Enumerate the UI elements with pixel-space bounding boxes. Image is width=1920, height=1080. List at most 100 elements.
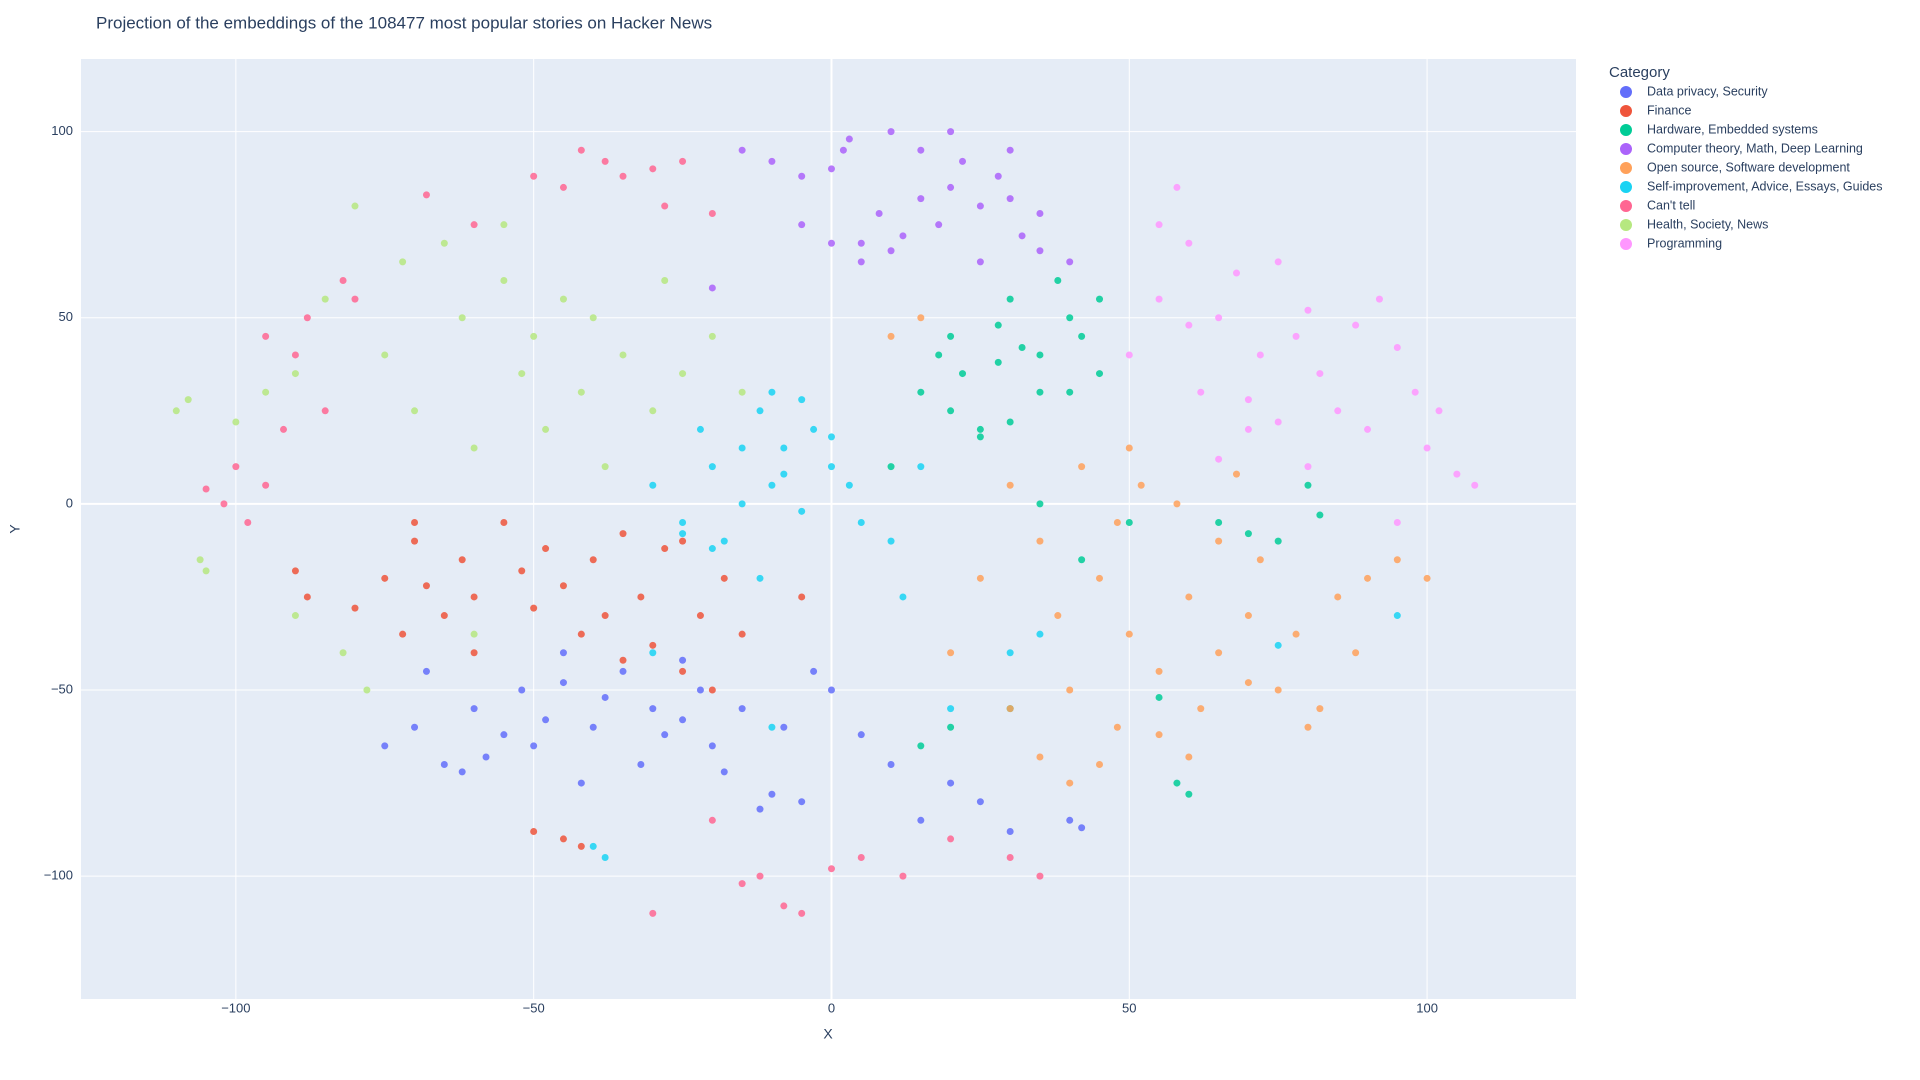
data-point xyxy=(756,805,764,813)
data-point xyxy=(470,444,478,452)
data-point xyxy=(1393,344,1401,352)
data-point xyxy=(381,351,389,359)
data-point xyxy=(661,277,669,285)
legend-label: Data privacy, Security xyxy=(1647,84,1768,98)
data-point xyxy=(202,567,210,575)
data-point xyxy=(1066,388,1074,396)
data-point xyxy=(422,667,430,675)
data-point xyxy=(768,790,776,798)
data-point xyxy=(381,574,389,582)
data-point xyxy=(780,723,788,731)
data-point xyxy=(1036,500,1044,508)
data-point xyxy=(1155,295,1163,303)
x-axis-title: X xyxy=(823,1026,833,1042)
legend-marker xyxy=(1620,124,1632,136)
data-point xyxy=(1113,723,1121,731)
data-point xyxy=(1155,693,1163,701)
data-point xyxy=(1304,481,1312,489)
data-point xyxy=(1215,537,1223,545)
data-point xyxy=(661,202,669,210)
data-point xyxy=(935,351,943,359)
data-point xyxy=(649,909,657,917)
data-point xyxy=(947,649,955,657)
legend-marker xyxy=(1620,86,1632,98)
y-tick-label: 0 xyxy=(66,495,73,510)
data-point xyxy=(1232,269,1240,277)
data-point xyxy=(798,798,806,806)
data-point xyxy=(500,518,508,526)
grid xyxy=(81,59,1576,999)
data-point xyxy=(679,157,687,165)
data-point xyxy=(661,731,669,739)
x-tick-label: 0 xyxy=(828,1000,835,1015)
data-point xyxy=(589,556,597,564)
data-point xyxy=(1185,321,1193,329)
data-point xyxy=(559,649,567,657)
data-point xyxy=(577,146,585,154)
data-point xyxy=(798,507,806,515)
data-point xyxy=(1411,388,1419,396)
data-point xyxy=(780,470,788,478)
data-point xyxy=(291,370,299,378)
data-point xyxy=(976,433,984,441)
data-point xyxy=(959,157,967,165)
data-point xyxy=(637,760,645,768)
data-point xyxy=(1393,556,1401,564)
x-tick-label: −50 xyxy=(523,1000,545,1015)
data-point xyxy=(1215,314,1223,322)
data-point xyxy=(1453,470,1461,478)
data-point xyxy=(411,537,419,545)
data-point xyxy=(1256,556,1264,564)
data-point xyxy=(518,567,526,575)
data-point xyxy=(827,686,835,694)
data-point xyxy=(559,835,567,843)
data-point xyxy=(411,407,419,415)
data-point xyxy=(196,556,204,564)
data-point xyxy=(738,880,746,888)
data-point xyxy=(798,396,806,404)
data-point xyxy=(601,157,609,165)
data-point xyxy=(1274,258,1282,266)
data-point xyxy=(1364,574,1372,582)
data-point xyxy=(1137,481,1145,489)
data-point xyxy=(1078,824,1086,832)
data-point xyxy=(220,500,228,508)
data-point xyxy=(458,556,466,564)
data-point xyxy=(1066,816,1074,824)
data-point xyxy=(1173,183,1181,191)
data-point xyxy=(696,686,704,694)
data-point xyxy=(1018,344,1026,352)
data-point xyxy=(1334,407,1342,415)
data-point xyxy=(440,760,448,768)
data-point xyxy=(1423,444,1431,452)
data-point xyxy=(1006,146,1014,154)
data-point xyxy=(1215,649,1223,657)
data-point xyxy=(994,321,1002,329)
legend-marker xyxy=(1620,105,1632,117)
legend-label: Health, Society, News xyxy=(1647,217,1768,231)
data-point xyxy=(738,500,746,508)
legend-label: Programming xyxy=(1647,236,1722,250)
data-point xyxy=(839,146,847,154)
data-point xyxy=(810,667,818,675)
data-point xyxy=(1304,463,1312,471)
data-point xyxy=(827,463,835,471)
data-point xyxy=(1006,649,1014,657)
data-point xyxy=(1006,418,1014,426)
data-point xyxy=(768,388,776,396)
data-point xyxy=(947,128,955,136)
y-tick-label: 50 xyxy=(59,309,73,324)
data-point xyxy=(589,842,597,850)
data-point xyxy=(530,742,538,750)
data-point xyxy=(232,463,240,471)
data-point xyxy=(661,545,669,553)
y-axis-title: Y xyxy=(7,524,23,534)
legend-label: Open source, Software development xyxy=(1647,160,1850,174)
data-point xyxy=(1197,705,1205,713)
legend-label: Computer theory, Math, Deep Learning xyxy=(1647,141,1863,155)
data-point xyxy=(708,742,716,750)
data-point xyxy=(1018,232,1026,240)
data-point xyxy=(1155,667,1163,675)
data-point xyxy=(720,574,728,582)
